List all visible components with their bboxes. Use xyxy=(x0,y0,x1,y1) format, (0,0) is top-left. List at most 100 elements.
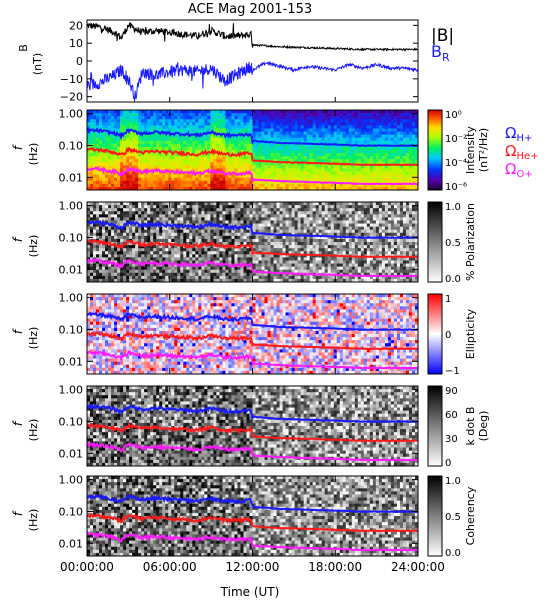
intensity-cell xyxy=(339,171,344,175)
polarization-cell xyxy=(123,275,127,280)
polarization-cell xyxy=(156,238,160,243)
polarization-cell xyxy=(255,202,259,206)
polarization-cell xyxy=(300,226,305,231)
intensity-cell xyxy=(243,168,247,172)
polarization-cell xyxy=(93,217,97,221)
intensity-cell xyxy=(153,153,157,157)
polarization-cell xyxy=(207,202,211,206)
polarization-cell xyxy=(318,202,323,206)
intensity-cell xyxy=(117,156,121,160)
intensity-cell xyxy=(255,119,259,123)
intensity-cell xyxy=(372,134,377,139)
polarization-cell xyxy=(144,251,148,255)
intensity-cell xyxy=(405,140,410,145)
intensity-cell xyxy=(111,125,115,129)
intensity-cell xyxy=(195,143,199,148)
polarization-cell xyxy=(150,235,154,240)
polarization-cell xyxy=(294,245,298,249)
intensity-cell xyxy=(351,140,356,145)
polarization-cell xyxy=(288,257,292,261)
intensity-cell xyxy=(156,162,160,166)
intensity-cell xyxy=(192,122,196,126)
polarization-cell xyxy=(216,251,220,255)
intensity-cell xyxy=(357,137,362,142)
intensity-cell xyxy=(414,153,418,157)
intensity-cell xyxy=(222,177,226,182)
polarization-cell xyxy=(177,248,181,252)
intensity-cell xyxy=(207,119,211,123)
intensity-cell xyxy=(327,159,332,163)
intensity-cell xyxy=(414,113,418,117)
polarization-cell xyxy=(261,229,265,234)
polarization-cell xyxy=(267,263,271,267)
intensity-cell xyxy=(144,137,148,142)
intensity-cell xyxy=(405,168,410,172)
intensity-cell xyxy=(360,183,365,188)
intensity-cell xyxy=(246,140,250,145)
intensity-cell xyxy=(213,183,217,188)
intensity-cell xyxy=(216,137,220,142)
intensity-cell xyxy=(324,119,329,123)
intensity-cell xyxy=(318,131,323,135)
intensity-cell xyxy=(132,162,136,166)
polarization-cell xyxy=(294,214,298,218)
intensity-cell xyxy=(300,134,305,139)
intensity-cell xyxy=(186,140,190,145)
polarization-cell xyxy=(228,208,232,212)
polarization-cell xyxy=(156,217,160,221)
intensity-cell xyxy=(105,140,109,145)
polarization-cell xyxy=(321,269,326,274)
polarization-cell xyxy=(207,238,211,243)
intensity-cell xyxy=(111,110,115,114)
polarization-cell xyxy=(93,248,97,252)
polarization-cell xyxy=(90,248,94,252)
intensity-cell xyxy=(402,140,407,145)
polarization-cell xyxy=(321,260,326,264)
polarization-cell xyxy=(192,266,196,271)
intensity-cell xyxy=(168,143,172,148)
polarization-cell xyxy=(102,229,106,234)
intensity-cell xyxy=(117,165,121,169)
intensity-cell xyxy=(258,183,262,188)
intensity-cell xyxy=(237,162,241,166)
polarization-cell xyxy=(198,232,202,237)
intensity-cell xyxy=(159,137,163,142)
intensity-cell xyxy=(315,186,320,190)
polarization-cell xyxy=(318,263,323,267)
intensity-cell xyxy=(321,177,326,182)
intensity-cell xyxy=(414,146,418,151)
intensity-cell xyxy=(318,113,323,117)
intensity-cell xyxy=(117,128,121,132)
intensity-cell xyxy=(402,137,407,142)
polarization-cell xyxy=(213,260,217,264)
polarization-cell xyxy=(291,238,295,243)
intensity-cell xyxy=(180,146,184,151)
intensity-cell xyxy=(237,128,241,132)
polarization-cell xyxy=(282,226,286,231)
intensity-cell xyxy=(360,168,365,172)
polarization-cell xyxy=(285,238,289,243)
intensity-cell xyxy=(234,162,238,166)
intensity-cell xyxy=(285,131,289,135)
polarization-cell xyxy=(315,263,320,267)
polarization-cell xyxy=(108,251,112,255)
polarization-cell xyxy=(165,266,169,271)
polarization-cell xyxy=(162,238,166,243)
intensity-cell xyxy=(210,119,214,123)
polarization-cell xyxy=(279,248,283,252)
intensity-cell xyxy=(189,134,193,139)
polarization-cell xyxy=(222,229,226,234)
intensity-cell xyxy=(213,146,217,151)
polarization-cell xyxy=(165,205,169,209)
polarization-cell xyxy=(276,235,280,240)
intensity-cell xyxy=(126,153,130,157)
polarization-cell xyxy=(279,238,283,243)
intensity-cell xyxy=(135,137,139,142)
polarization-cell xyxy=(171,266,175,271)
intensity-cell xyxy=(318,125,323,129)
polarization-cell xyxy=(234,229,238,234)
polarization-cell xyxy=(201,266,205,271)
intensity-cell xyxy=(312,150,317,154)
intensity-cell xyxy=(108,128,112,132)
polarization-cell xyxy=(150,232,154,237)
